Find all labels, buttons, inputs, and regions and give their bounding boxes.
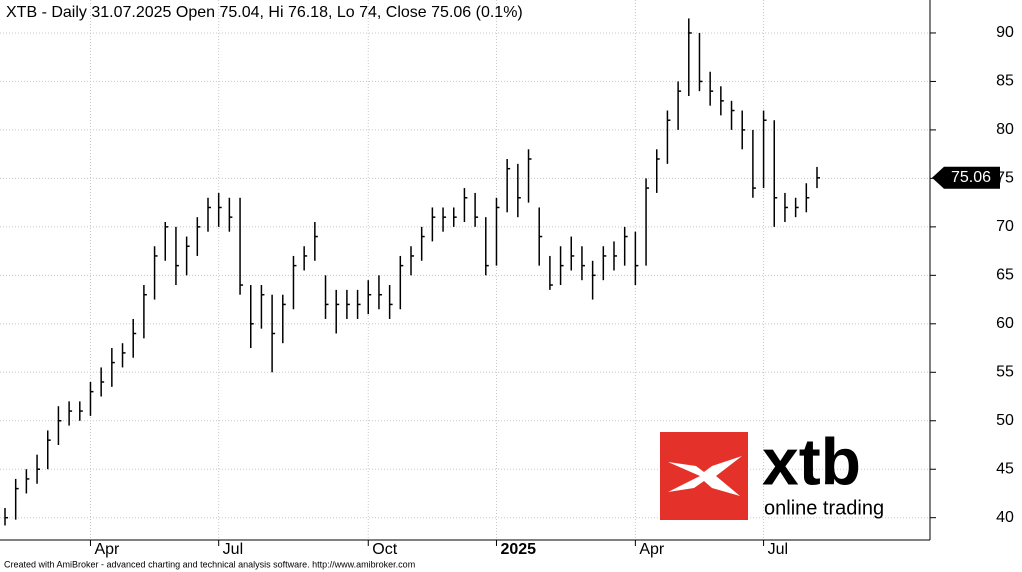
y-tick-label: 45 bbox=[996, 460, 1014, 477]
x-tick-label: Jul bbox=[223, 541, 243, 558]
y-tick-label: 80 bbox=[996, 121, 1014, 138]
x-tick-label: Jul bbox=[768, 541, 788, 558]
y-tick-label: 75 bbox=[996, 170, 1014, 187]
y-tick-label: 55 bbox=[996, 363, 1014, 380]
x-tick-label: 2025 bbox=[500, 541, 536, 558]
y-tick-label: 65 bbox=[996, 267, 1014, 284]
logo-brand: xtb bbox=[762, 424, 861, 498]
logo-x bbox=[668, 456, 742, 496]
y-tick-label: 70 bbox=[996, 218, 1014, 235]
footer: Created with AmiBroker - advanced charti… bbox=[4, 559, 415, 569]
y-tick-label: 60 bbox=[996, 315, 1014, 332]
last-price-marker bbox=[932, 166, 1000, 189]
y-tick-label: 90 bbox=[996, 24, 1014, 41]
chart-title: XTB - Daily 31.07.2025 Open 75.04, Hi 76… bbox=[6, 4, 523, 21]
logo: xtb online trading bbox=[660, 424, 884, 520]
y-tick-label: 85 bbox=[996, 73, 1014, 90]
y-tick-label: 50 bbox=[996, 412, 1014, 429]
logo-tagline: online trading bbox=[764, 497, 884, 519]
x-tick-label: Apr bbox=[639, 541, 665, 558]
y-tick-label: 40 bbox=[996, 509, 1014, 526]
last-price-label: 75.06 bbox=[951, 169, 991, 186]
x-tick-label: Oct bbox=[372, 541, 397, 558]
x-tick-label: Apr bbox=[94, 541, 120, 558]
